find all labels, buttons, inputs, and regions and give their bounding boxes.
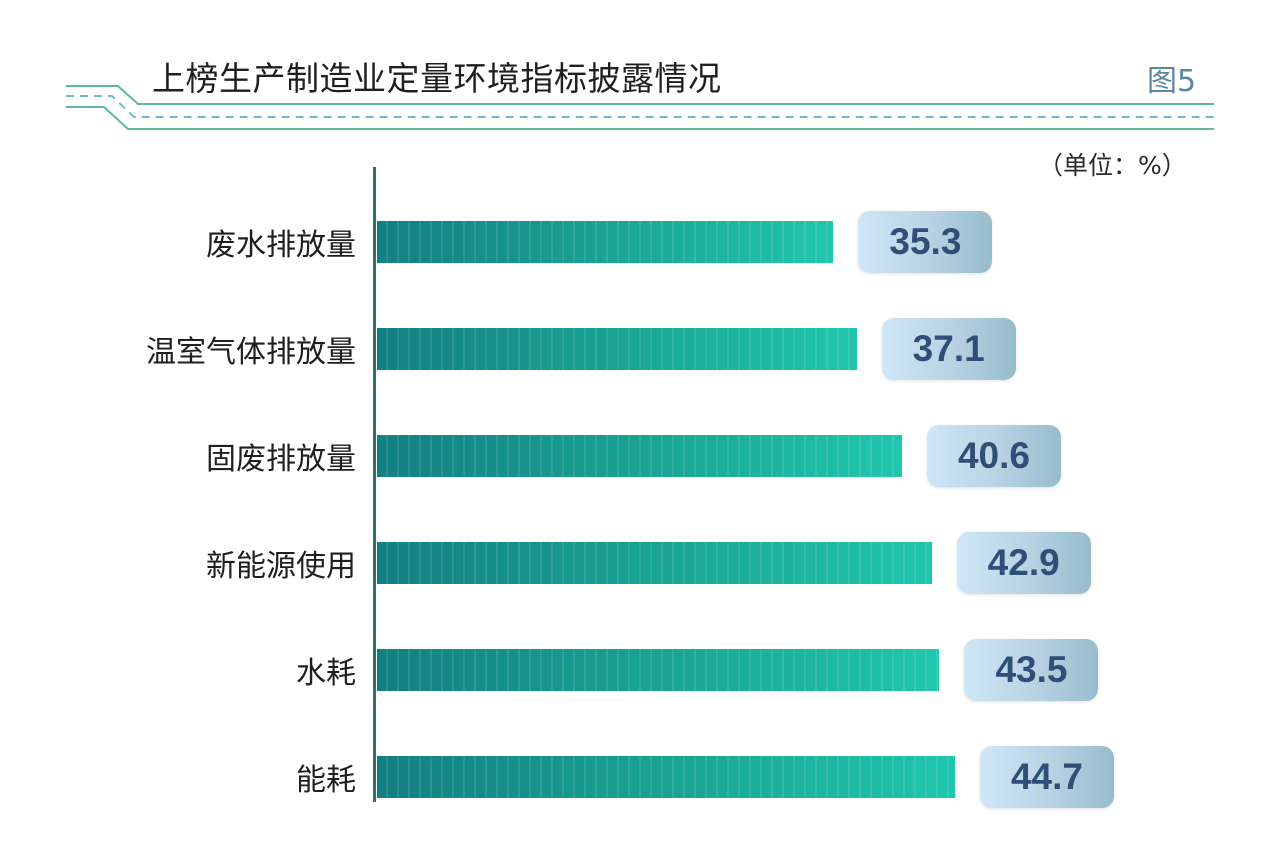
- chart-title: 上榜生产制造业定量环境指标披露情况: [152, 59, 722, 98]
- data-label: 40.6: [926, 425, 1061, 487]
- bar: [377, 756, 955, 798]
- bar: [377, 221, 834, 263]
- header-rule-upper: [66, 85, 1214, 105]
- data-label: 42.9: [956, 532, 1091, 594]
- data-label: 43.5: [964, 639, 1099, 701]
- bar: [377, 435, 902, 477]
- category-label: 废水排放量: [206, 228, 356, 263]
- y-axis-line: [373, 167, 376, 802]
- header-rule-lower: [66, 106, 1214, 130]
- data-label: 44.7: [979, 746, 1114, 808]
- bar: [377, 328, 857, 370]
- category-label: 固废排放量: [206, 442, 356, 477]
- category-label: 水耗: [296, 656, 356, 691]
- category-label: 新能源使用: [206, 549, 356, 584]
- figure-label: 图5: [1147, 64, 1197, 99]
- data-label: 35.3: [858, 211, 993, 273]
- bar: [377, 649, 940, 691]
- category-label: 温室气体排放量: [146, 335, 356, 370]
- bar: [377, 542, 932, 584]
- header-rule-dashed: [66, 95, 1214, 118]
- category-label: 能耗: [296, 763, 356, 798]
- unit-label: （单位：%）: [1038, 151, 1187, 180]
- header-decoration: [66, 85, 1214, 130]
- data-label: 37.1: [881, 318, 1016, 380]
